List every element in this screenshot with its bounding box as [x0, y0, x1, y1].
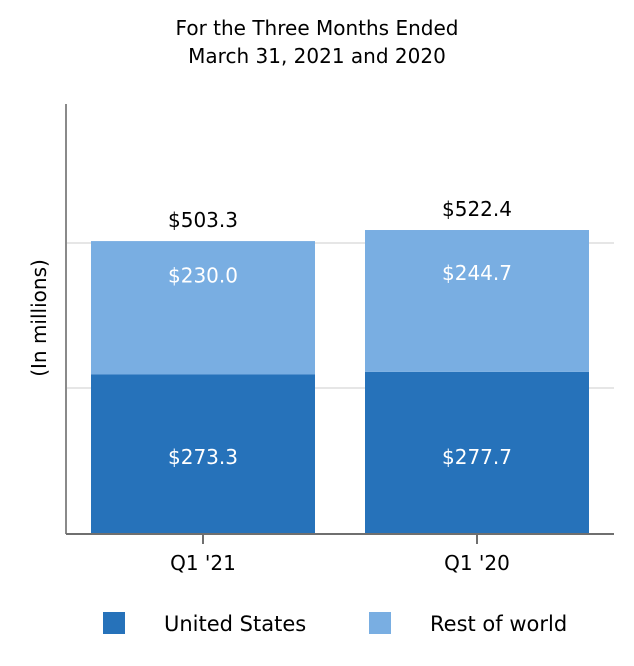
legend-swatch-rest-of-world: [369, 612, 391, 634]
y-axis-label: (In millions): [27, 259, 51, 377]
bar-united-states-q1-20: [365, 371, 589, 533]
data-label-united-states-q1-20: $277.7: [442, 445, 512, 469]
bar-united-states-q1-21: [91, 374, 315, 533]
bar-rest-of-world-q1-20: [365, 230, 589, 372]
data-label-rest-of-world-q1-20: $244.7: [442, 261, 512, 285]
chart-title-line-1: For the Three Months Ended: [175, 16, 459, 40]
legend: United States Rest of world: [0, 610, 634, 640]
x-tick-label-q1-21: Q1 '21: [170, 551, 236, 575]
stacked-bar-chart: Q1 '21 Q1 '20 $273.3 $230.0 $503.3 $277.7 $24…: [27, 104, 614, 575]
chart-title: For the Three Months Ended March 31, 202…: [0, 14, 634, 70]
axis-layer: Q1 '21 Q1 '20: [65, 104, 614, 575]
chart-title-line-2: March 31, 2021 and 2020: [188, 44, 446, 68]
bar-rest-of-world-q1-21: [91, 241, 315, 375]
label-layer: $273.3 $230.0 $503.3 $277.7 $244.7 $522.4: [168, 197, 512, 469]
data-label-rest-of-world-q1-21: $230.0: [168, 263, 238, 287]
legend-swatch-united-states: [103, 612, 125, 634]
total-label-q1-20: $522.4: [442, 197, 512, 221]
data-label-united-states-q1-21: $273.3: [168, 445, 238, 469]
legend-label-united-states: United States: [164, 612, 307, 636]
total-label-q1-21: $503.3: [168, 208, 238, 232]
bar-layer: [91, 230, 589, 533]
legend-label-rest-of-world: Rest of world: [430, 612, 568, 636]
x-tick-label-q1-20: Q1 '20: [444, 551, 510, 575]
